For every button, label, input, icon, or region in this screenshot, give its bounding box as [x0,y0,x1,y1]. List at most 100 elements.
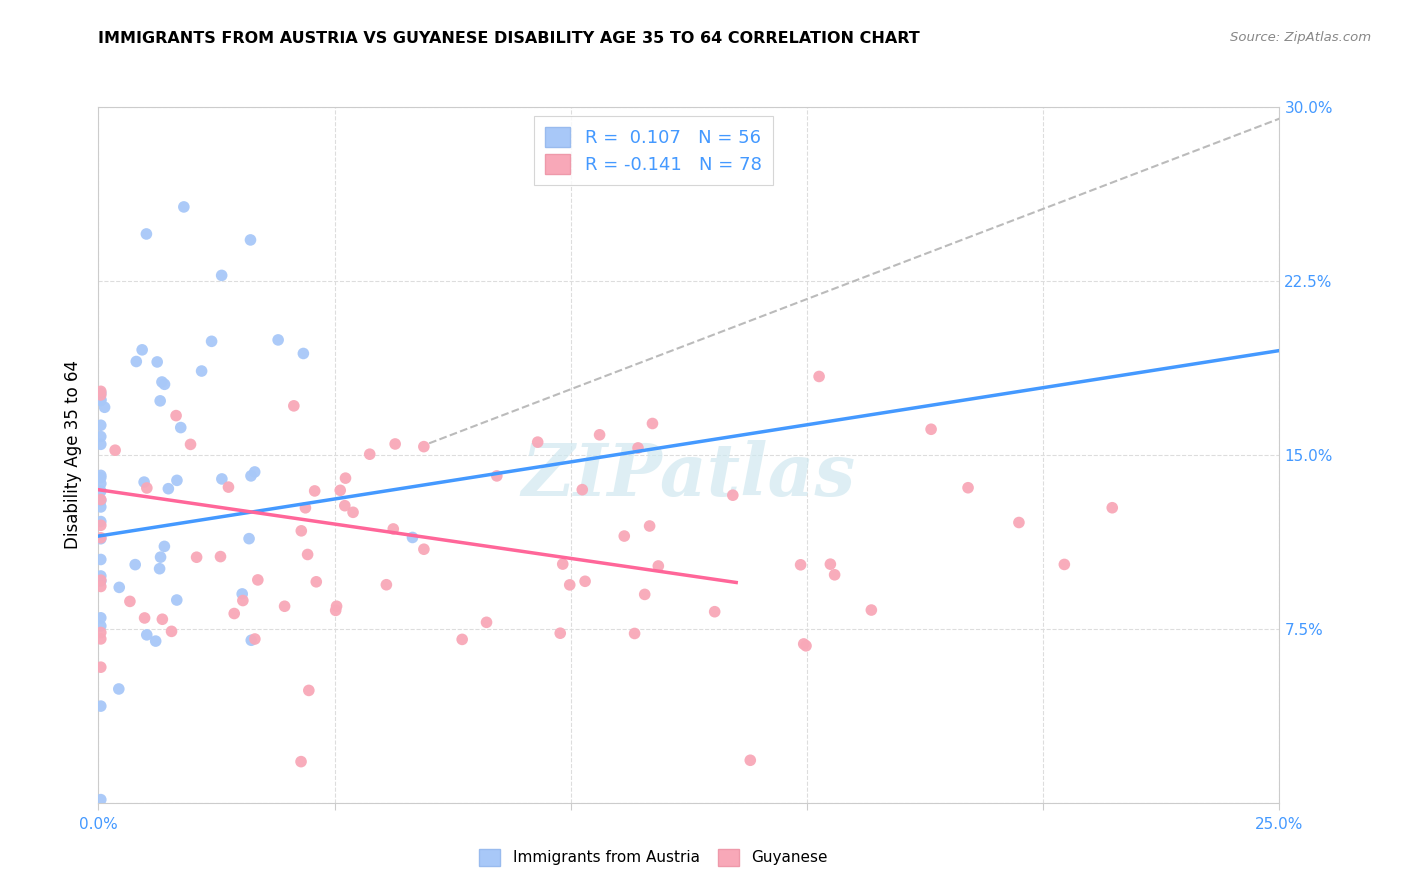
Point [794,639,817,653]
Point [90,393,112,408]
Point [135,628,157,642]
Point [240,469,263,483]
Point [90,384,112,399]
Point [90,470,112,484]
Point [412,440,434,454]
Point [160,624,183,639]
Point [298,683,321,698]
Point [132,475,155,489]
Point [150,375,173,389]
Point [90,792,112,806]
Point [526,435,548,450]
Point [90,386,112,401]
Point [153,540,176,554]
Point [90,699,112,714]
Point [240,633,263,648]
Point [294,500,316,515]
Point [150,612,173,626]
Point [558,578,581,592]
Point [375,578,398,592]
Text: ZIPatlas: ZIPatlas [522,441,856,511]
Point [325,599,347,614]
Point [217,480,239,494]
Point [90,468,112,483]
Point [588,427,610,442]
Point [305,574,328,589]
Point [118,594,141,608]
Point [638,519,661,533]
Point [146,355,169,369]
Point [224,607,246,621]
Point [90,579,112,593]
Point [124,558,146,572]
Point [125,354,148,368]
Point [135,481,157,495]
Point [824,567,846,582]
Point [180,437,202,451]
Point [149,393,172,408]
Point [232,593,254,607]
Point [135,227,157,241]
Point [246,573,269,587]
Point [90,493,112,508]
Point [703,605,725,619]
Point [186,550,208,565]
Point [238,532,260,546]
Point [104,443,127,458]
Point [623,626,645,640]
Point [166,593,188,607]
Point [721,488,744,502]
Point [267,333,290,347]
Point [273,599,295,614]
Point [209,549,232,564]
Point [231,587,253,601]
Point [90,518,112,533]
Point [820,557,842,571]
Point [793,637,815,651]
Point [190,364,212,378]
Point [384,437,406,451]
Point [382,522,405,536]
Point [90,515,112,529]
Point [90,632,112,646]
Point [90,574,112,588]
Point [627,441,650,455]
Point [329,483,352,498]
Point [335,471,357,485]
Point [647,559,669,574]
Point [292,346,315,360]
Point [90,437,112,451]
Point [90,619,112,633]
Point [90,660,112,674]
Point [401,531,423,545]
Point [641,417,664,431]
Point [1101,500,1123,515]
Point [613,529,636,543]
Point [90,418,112,433]
Point [551,557,574,571]
Point [283,399,305,413]
Point [920,422,942,436]
Point [90,532,112,546]
Point [412,542,434,557]
Point [211,472,233,486]
Point [475,615,498,630]
Point [170,420,193,434]
Point [90,429,112,443]
Point [239,233,262,247]
Point [131,343,153,357]
Point [740,753,762,767]
Point [166,474,188,488]
Point [808,369,831,384]
Text: Source: ZipAtlas.com: Source: ZipAtlas.com [1230,31,1371,45]
Point [634,587,657,601]
Point [325,603,347,617]
Point [90,392,112,407]
Point [90,625,112,640]
Point [1053,558,1076,572]
Point [90,484,112,499]
Point [342,505,364,519]
Point [165,409,187,423]
Point [134,611,156,625]
Point [90,569,112,583]
